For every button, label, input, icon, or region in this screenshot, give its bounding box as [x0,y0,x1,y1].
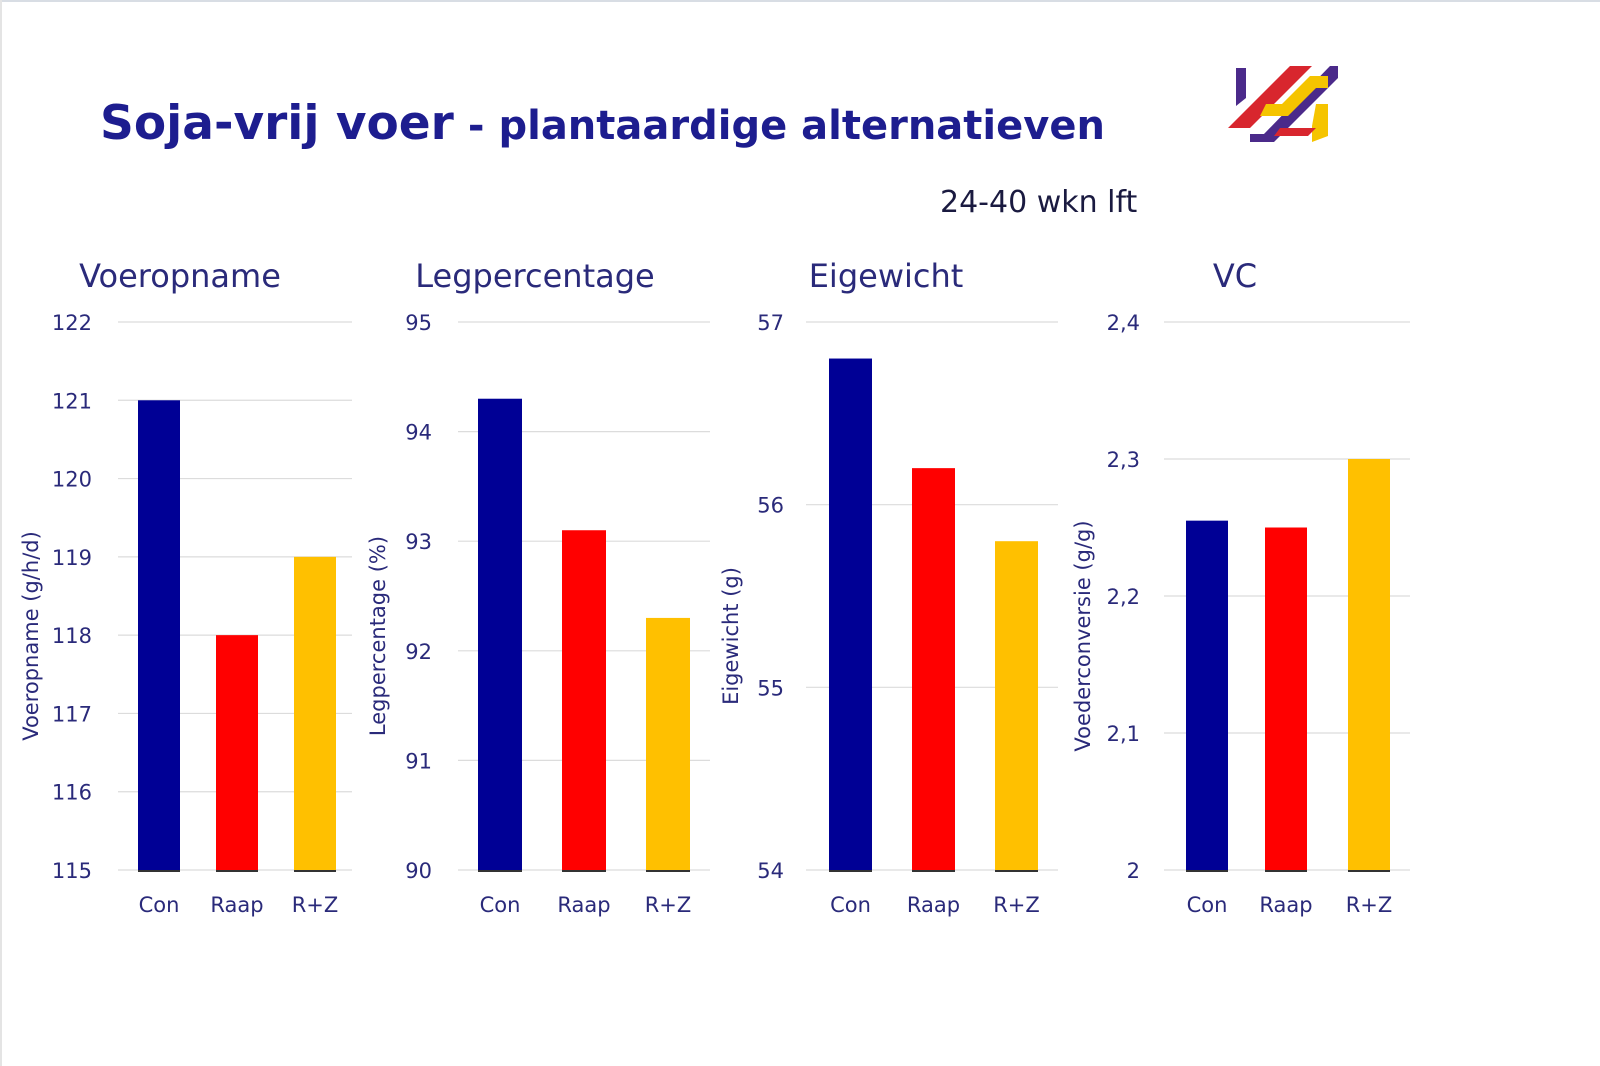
bar-rz [646,617,690,870]
y-tick-label: 117 [52,702,92,726]
x-tick-label: Raap [1259,893,1312,917]
bar-raap [562,530,606,870]
x-tick-label: Raap [557,893,610,917]
y-tick-label: 90 [405,859,432,883]
y-tick-label: 122 [52,311,92,335]
x-tick-label: R+Z [645,893,692,917]
y-axis-label: Eigewicht (g) [719,567,743,705]
y-tick-label: 57 [757,311,784,335]
y-tick-label: 95 [405,311,432,335]
x-tick-label: Con [139,893,180,917]
x-tick-label: Raap [907,893,960,917]
y-tick-label: 116 [52,781,92,805]
x-tick-label: Con [480,893,521,917]
slide-left-border [0,0,2,1066]
y-tick-label: 120 [52,468,92,492]
period-label: 24-40 wkn lft [940,185,1138,220]
bar-raap [1265,527,1307,870]
y-tick-label: 94 [405,421,432,445]
y-tick-label: 2,1 [1107,722,1140,746]
chart-title: VC [1213,257,1257,295]
slide-top-border [0,0,1600,2]
x-tick-label: R+Z [292,893,339,917]
y-tick-label: 115 [52,859,92,883]
y-tick-label: 119 [52,546,92,570]
y-tick-label: 55 [757,676,784,700]
y-tick-label: 93 [405,530,432,554]
bar-raap [216,635,258,870]
institute-logo-icon [1228,66,1338,142]
bar-con [829,358,872,870]
title-sub: plantaardige alternatieven [498,103,1105,149]
title-separator: - [467,103,485,149]
x-tick-label: R+Z [1346,893,1393,917]
chart-title: Eigewicht [809,257,964,295]
y-tick-label: 2,4 [1107,311,1140,335]
y-tick-label: 2,2 [1107,585,1140,609]
bar-con [1186,520,1228,870]
y-tick-label: 56 [757,494,784,518]
slide-title: Soja-vrij voer - plantaardige alternatieve… [100,96,1105,151]
y-axis-label: Voederconversie (g/g) [1071,520,1095,751]
bar-con [138,400,180,870]
y-tick-label: 2,3 [1107,448,1140,472]
bar-rz [995,541,1038,870]
x-tick-label: Raap [210,893,263,917]
y-tick-label: 118 [52,624,92,648]
y-axis-label: Legpercentage (%) [366,536,390,736]
x-tick-label: R+Z [993,893,1040,917]
y-tick-label: 54 [757,859,784,883]
y-tick-label: 91 [405,749,432,773]
chart-title: Legpercentage [415,257,654,295]
chart-title: Voeropname [79,257,281,295]
bar-rz [1348,459,1390,870]
y-axis-label: Voeropname (g/h/d) [19,531,43,741]
bar-raap [912,468,955,870]
bar-rz [294,556,336,870]
x-tick-label: Con [1187,893,1228,917]
y-tick-label: 2 [1127,859,1140,883]
bar-con [478,398,522,870]
y-tick-label: 121 [52,389,92,413]
x-tick-label: Con [830,893,871,917]
title-main: Soja-vrij voer [100,96,454,151]
y-tick-label: 92 [405,640,432,664]
